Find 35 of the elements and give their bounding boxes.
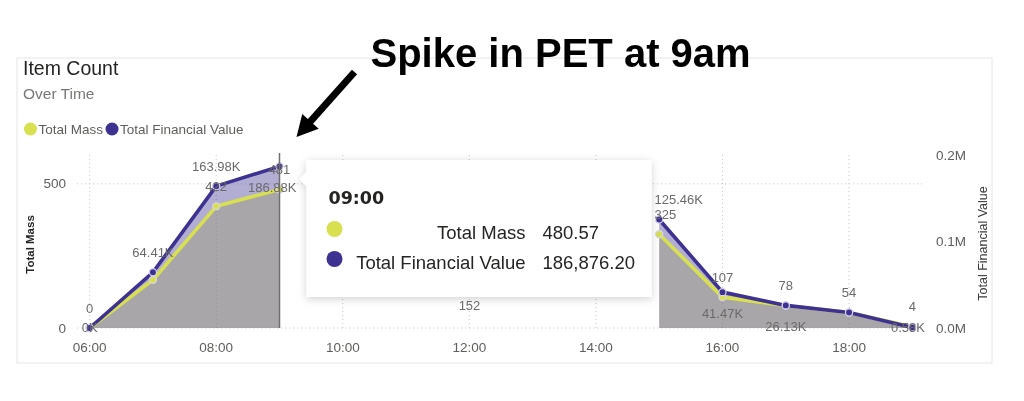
x-tick-label: 12:00: [452, 340, 487, 355]
point: [148, 275, 158, 285]
text: Spike in PET at 9am: [370, 31, 751, 75]
data-label: 54: [841, 284, 857, 300]
data-label: 481: [268, 161, 291, 177]
x-tick-label: 08:00: [199, 340, 234, 355]
y2-tick-label: 0.0M: [936, 320, 967, 336]
x-tick-label: 06:00: [72, 340, 107, 355]
point: [718, 287, 727, 297]
data-label: 78: [778, 278, 794, 294]
point: [148, 268, 158, 277]
chart-subtitle: Over Time: [23, 85, 95, 102]
chart-title: Item Count: [23, 57, 119, 79]
y2-tick-label: 0.1M: [936, 234, 967, 249]
data-label: 163.98K: [192, 158, 241, 174]
data-label: 41.47K: [701, 305, 744, 321]
annotation: 152: [458, 297, 481, 313]
data-label: 125.46K: [654, 191, 704, 207]
data-label: 325: [654, 206, 677, 222]
data-label: 4: [908, 299, 916, 315]
legend-label: Total Mass: [38, 121, 104, 137]
point: [655, 230, 664, 239]
y-tick-label: 500: [43, 176, 66, 192]
x-tick-label: 16:00: [705, 340, 740, 355]
x-tick-label: 18:00: [832, 340, 866, 355]
x-tick-label: 10:00: [325, 340, 360, 355]
y-axis-title: Total Mass: [24, 215, 36, 274]
y2-axis-title: Total Financial Value: [976, 186, 990, 301]
data-label: 422: [205, 178, 228, 194]
y2-tick-label: 0.2M: [936, 147, 967, 163]
point: [212, 202, 221, 211]
x-tick-label: 14:00: [579, 340, 613, 355]
data-label: 0: [86, 300, 94, 316]
data-label: 107: [711, 269, 734, 285]
legend-label: Total Financial Value: [120, 121, 244, 137]
